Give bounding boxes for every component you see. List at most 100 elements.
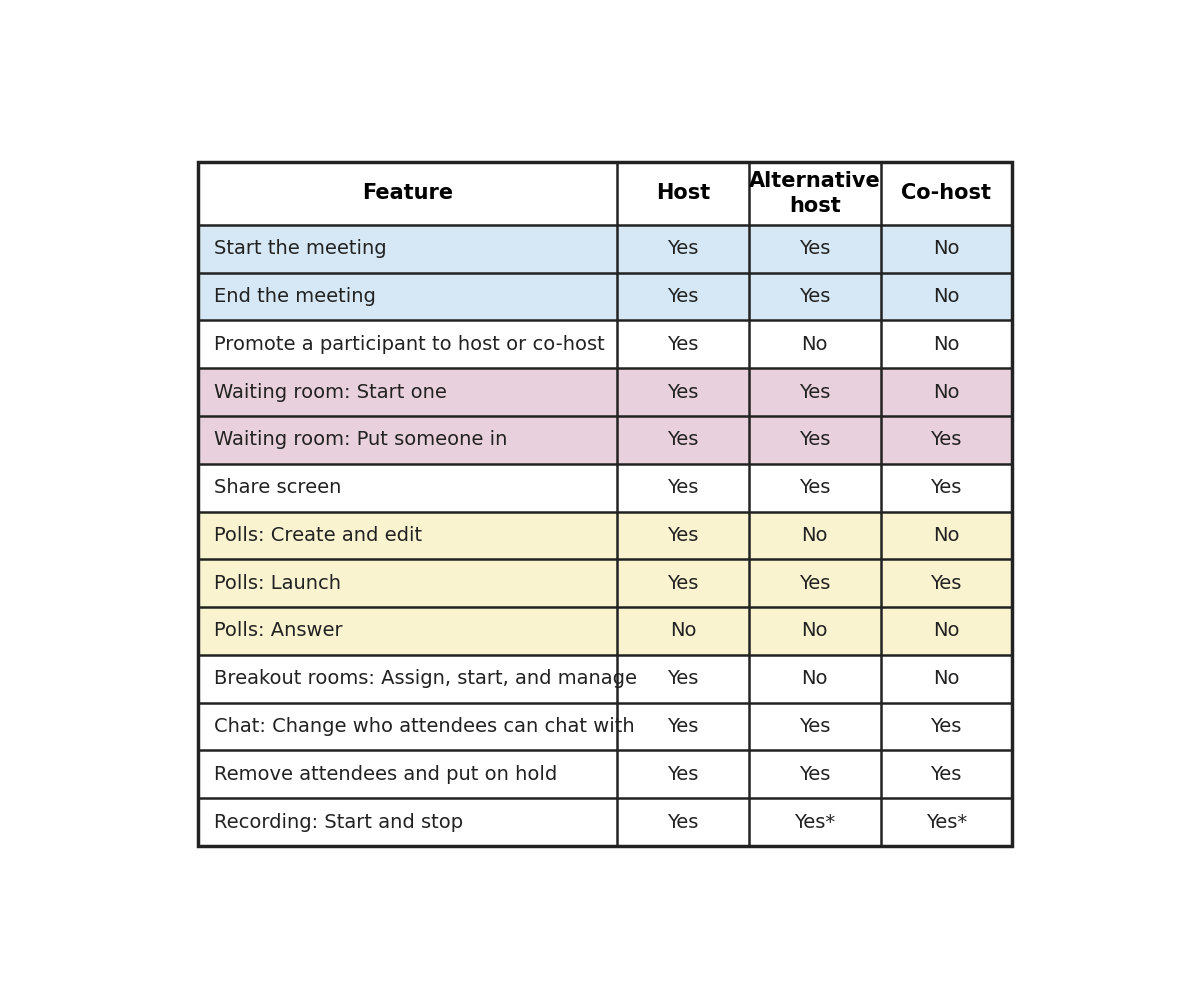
Bar [880, 416, 1011, 464]
Text: No: No [933, 382, 959, 401]
Bar [749, 225, 880, 272]
Bar [198, 162, 617, 225]
Bar [749, 703, 880, 750]
Text: Yes: Yes [799, 430, 831, 449]
Text: No: No [933, 526, 959, 545]
Bar [749, 750, 880, 798]
Text: Host: Host [656, 184, 710, 204]
Text: Polls: Launch: Polls: Launch [215, 574, 341, 593]
Text: Remove attendees and put on hold: Remove attendees and put on hold [215, 764, 557, 783]
Bar [749, 512, 880, 559]
Text: Yes: Yes [799, 764, 831, 783]
Text: Alternative
host: Alternative host [749, 171, 880, 216]
Text: Yes: Yes [667, 574, 699, 593]
Bar [198, 464, 617, 512]
Text: Yes: Yes [931, 430, 962, 449]
Bar [749, 464, 880, 512]
Text: Waiting room: Put someone in: Waiting room: Put someone in [215, 430, 507, 449]
Text: End the meeting: End the meeting [215, 287, 376, 306]
Text: Yes: Yes [667, 526, 699, 545]
Bar [880, 798, 1011, 846]
Bar [198, 703, 617, 750]
Text: No: No [801, 335, 828, 354]
Bar [749, 607, 880, 655]
Text: Yes: Yes [667, 335, 699, 354]
Text: Yes: Yes [667, 717, 699, 737]
Text: No: No [801, 670, 828, 689]
Text: Yes: Yes [667, 287, 699, 306]
Text: No: No [669, 622, 696, 641]
Bar [617, 512, 749, 559]
Text: Yes: Yes [667, 240, 699, 258]
Bar [749, 272, 880, 320]
Bar [198, 607, 617, 655]
Bar [880, 464, 1011, 512]
Bar [617, 655, 749, 703]
Text: Polls: Create and edit: Polls: Create and edit [215, 526, 422, 545]
Text: Yes: Yes [667, 670, 699, 689]
Text: No: No [801, 622, 828, 641]
Bar [749, 655, 880, 703]
Text: Yes*: Yes* [794, 812, 835, 831]
Bar [880, 750, 1011, 798]
Bar [198, 750, 617, 798]
Text: No: No [801, 526, 828, 545]
Text: No: No [933, 240, 959, 258]
Bar [749, 798, 880, 846]
Text: Co-host: Co-host [902, 184, 991, 204]
Bar [880, 655, 1011, 703]
Bar [198, 416, 617, 464]
Text: Yes: Yes [931, 764, 962, 783]
Text: No: No [933, 670, 959, 689]
Bar [617, 416, 749, 464]
Bar [749, 162, 880, 225]
Text: Feature: Feature [362, 184, 453, 204]
Bar [880, 368, 1011, 416]
Bar [880, 225, 1011, 272]
Text: No: No [933, 287, 959, 306]
Text: Yes: Yes [667, 812, 699, 831]
Text: Yes: Yes [931, 574, 962, 593]
Bar [617, 368, 749, 416]
Bar [617, 320, 749, 368]
Text: Recording: Start and stop: Recording: Start and stop [215, 812, 464, 831]
Bar [880, 607, 1011, 655]
Text: Yes: Yes [931, 478, 962, 497]
Bar [198, 655, 617, 703]
Bar [617, 559, 749, 607]
Bar [617, 464, 749, 512]
Text: Yes: Yes [667, 382, 699, 401]
Bar [617, 607, 749, 655]
Text: Yes: Yes [799, 382, 831, 401]
Text: No: No [933, 335, 959, 354]
Bar [880, 512, 1011, 559]
Bar [749, 559, 880, 607]
Bar [617, 225, 749, 272]
Bar [880, 272, 1011, 320]
Bar [198, 798, 617, 846]
Text: Breakout rooms: Assign, start, and manage: Breakout rooms: Assign, start, and manag… [215, 670, 637, 689]
Bar [880, 320, 1011, 368]
Text: Waiting room: Start one: Waiting room: Start one [215, 382, 447, 401]
Text: Start the meeting: Start the meeting [215, 240, 387, 258]
Text: Yes: Yes [799, 574, 831, 593]
Text: Yes: Yes [799, 478, 831, 497]
Text: Yes: Yes [931, 717, 962, 737]
Text: Yes: Yes [799, 240, 831, 258]
Text: Share screen: Share screen [215, 478, 342, 497]
Bar [617, 162, 749, 225]
Text: Yes: Yes [799, 717, 831, 737]
Bar [198, 225, 617, 272]
Text: Yes: Yes [667, 764, 699, 783]
Bar [749, 416, 880, 464]
Bar [198, 512, 617, 559]
Text: Polls: Answer: Polls: Answer [215, 622, 343, 641]
Text: Yes: Yes [667, 430, 699, 449]
Bar [617, 750, 749, 798]
Bar [880, 703, 1011, 750]
Bar [749, 320, 880, 368]
Bar [198, 272, 617, 320]
Bar [198, 320, 617, 368]
Bar [617, 703, 749, 750]
Bar [880, 162, 1011, 225]
